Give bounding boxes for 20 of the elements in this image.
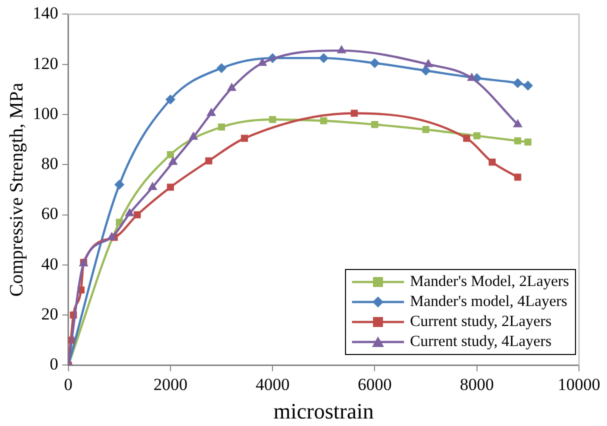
legend-label: Mander's model, 4Layers <box>410 292 568 312</box>
y-tick-label: 60 <box>41 204 58 224</box>
y-tick-label: 80 <box>41 154 58 174</box>
y-tick-label: 20 <box>41 304 58 324</box>
x-tick-label: 8000 <box>460 374 494 394</box>
legend-label: Current study, 2Layers <box>410 312 552 332</box>
y-tick-label: 120 <box>32 54 58 73</box>
x-tick-label: 10000 <box>558 374 600 394</box>
legend-label: Current study, 4Layers <box>410 332 552 352</box>
x-tick-label: 4000 <box>256 374 290 394</box>
y-tick-label: 0 <box>50 354 58 374</box>
y-tick-label: 100 <box>32 104 58 123</box>
x-tick-label: 0 <box>64 374 73 394</box>
y-axis-title: Compressive Strength, MPa <box>6 82 28 297</box>
y-tick-label: 140 <box>32 4 58 23</box>
x-tick-label: 6000 <box>358 374 392 394</box>
x-tick-label: 2000 <box>153 374 188 394</box>
x-axis-title: microstrain <box>274 398 374 424</box>
y-tick-label: 40 <box>41 254 58 274</box>
legend-label: Mander's Model, 2Layers <box>410 272 570 292</box>
